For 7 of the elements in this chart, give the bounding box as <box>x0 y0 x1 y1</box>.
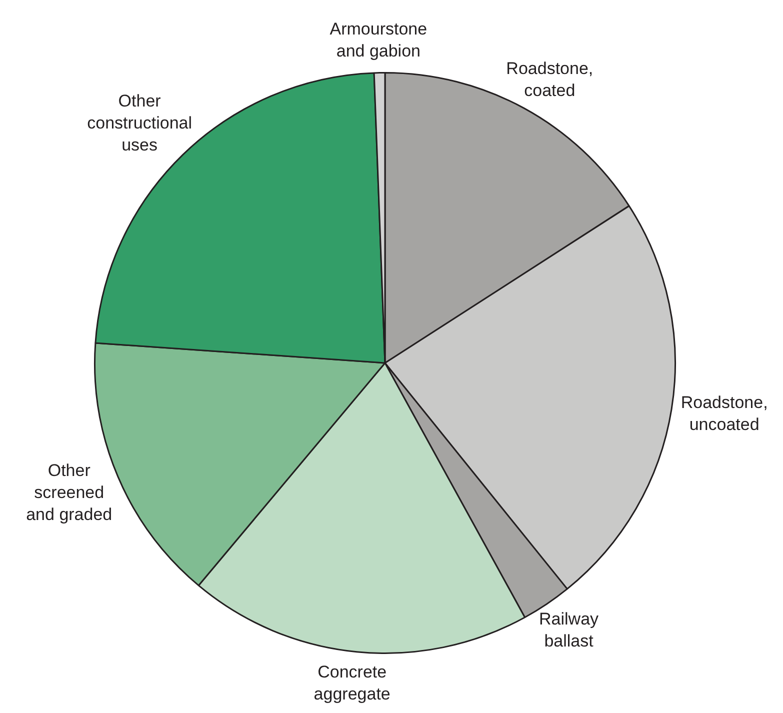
slice-label: Roadstone, uncoated <box>680 393 768 434</box>
slice-label: Concrete aggregate <box>314 662 390 704</box>
slice-label: Roadstone, coated <box>506 58 594 100</box>
slice-label: Other constructional uses <box>87 91 192 154</box>
slice-label: Railway ballast <box>539 609 600 650</box>
slice-label: Armourstone and gabion <box>330 19 428 60</box>
slice-label: Other screened and graded <box>26 461 112 524</box>
